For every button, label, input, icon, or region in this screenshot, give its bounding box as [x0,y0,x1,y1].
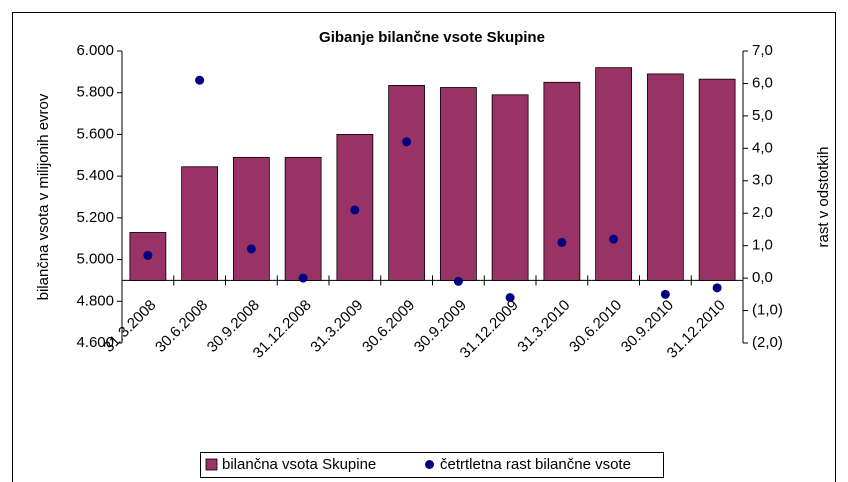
bar [232,156,270,281]
y2-axis-label: rast v odstotkih [815,147,832,248]
bar [698,78,736,281]
y-axis-label: bilančna vsota v milijonih evrov [35,93,52,300]
y2-tick-label: 5,0 [752,107,773,124]
legend-swatch [425,460,434,469]
bar [439,87,477,281]
bar [595,67,633,281]
bar [388,85,426,281]
legend-label: četrtletna rast bilančne vsote [440,456,631,473]
bar [491,94,529,281]
y-tick-label: 5.800 [76,84,114,101]
y2-tick-label: (2,0) [752,334,783,351]
y2-tick-label: (1,0) [752,302,783,319]
chart-title: Gibanje bilančne vsote Skupine [319,29,545,46]
y-tick-label: 5.600 [76,125,114,142]
legend-label: bilančna vsota Skupine [222,456,376,473]
dot [143,250,153,260]
dot [453,276,463,286]
y2-tick-label: 2,0 [752,204,773,221]
bar [181,166,219,281]
bar [646,73,684,281]
y-tick-label: 4.600 [76,334,114,351]
bar [543,81,581,281]
dot [246,244,256,254]
dot [609,234,619,244]
y-tick-label: 5.400 [76,167,114,184]
dot [195,75,205,85]
y2-tick-label: 3,0 [752,172,773,189]
y2-tick-label: 4,0 [752,139,773,156]
y2-tick-label: 1,0 [752,237,773,254]
dot [505,293,515,303]
y-tick-label: 5.000 [76,251,114,268]
y-tick-label: 5.200 [76,209,114,226]
y2-tick-label: 0,0 [752,269,773,286]
y-tick-label: 6.000 [76,42,114,59]
dot [557,237,567,247]
bar [284,156,322,281]
legend-swatch [205,458,218,471]
dot [660,289,670,299]
y2-tick-label: 7,0 [752,42,773,59]
dot [712,283,722,293]
dot [350,205,360,215]
y-tick-label: 4.800 [76,292,114,309]
y2-tick-label: 6,0 [752,74,773,91]
dot [402,137,412,147]
dot [298,273,308,283]
